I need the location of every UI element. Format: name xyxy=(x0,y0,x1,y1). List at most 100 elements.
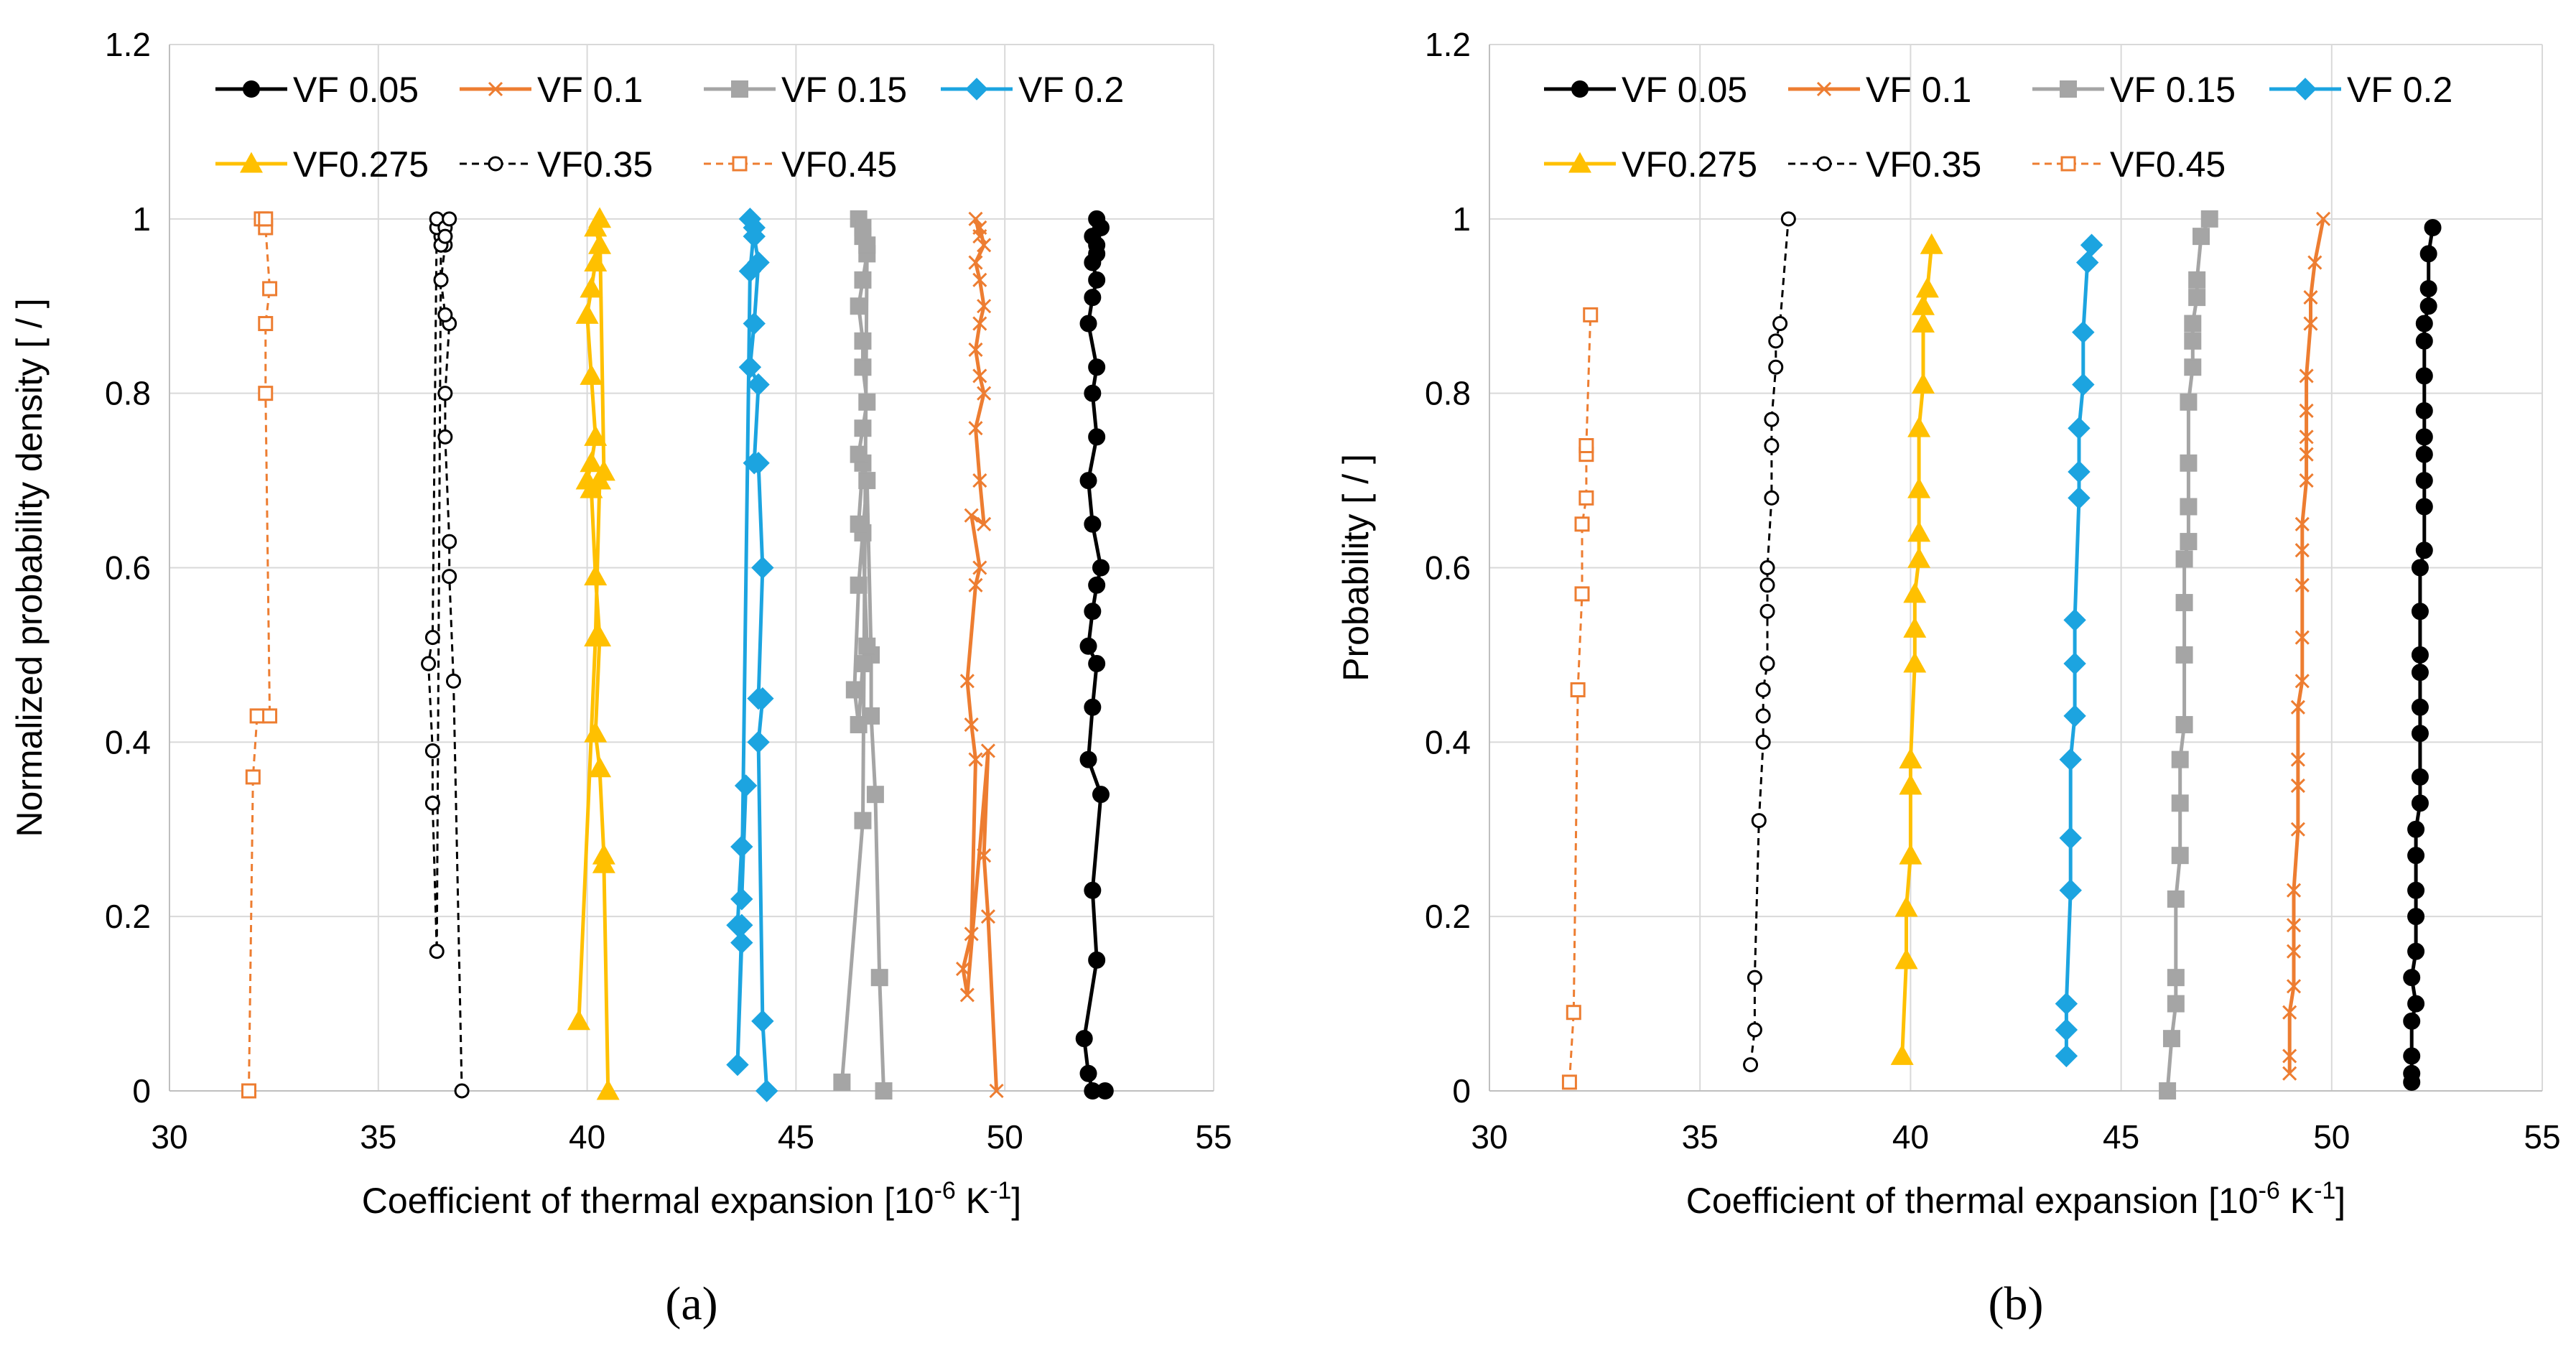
series-vf0-35 xyxy=(1743,211,1796,1073)
x-axis-title-part: ] xyxy=(1011,1181,1021,1221)
data-point xyxy=(1079,472,1097,490)
data-point xyxy=(437,228,453,244)
legend-marker xyxy=(2060,156,2076,172)
data-point xyxy=(1084,515,1102,533)
x-tick-label: 35 xyxy=(360,1118,396,1156)
data-point xyxy=(738,355,762,378)
data-point xyxy=(1075,1030,1093,1048)
data-point xyxy=(1764,438,1780,454)
data-point xyxy=(2290,822,2305,837)
data-point xyxy=(854,655,872,673)
data-point xyxy=(743,216,766,239)
data-point xyxy=(730,835,753,858)
legend-marker xyxy=(2294,78,2317,101)
data-point xyxy=(2294,630,2310,645)
data-point xyxy=(858,393,876,411)
data-point xyxy=(968,342,983,358)
data-point xyxy=(2411,603,2429,620)
data-point xyxy=(2415,428,2433,446)
legend-label: VF0.35 xyxy=(1866,144,1981,185)
data-point xyxy=(2167,969,2185,987)
data-point xyxy=(2419,245,2437,263)
data-point xyxy=(454,1083,470,1099)
legend-marker xyxy=(732,156,748,172)
x-tick-label: 45 xyxy=(778,1118,814,1156)
data-point xyxy=(580,364,603,385)
data-point xyxy=(2055,1018,2078,1041)
data-point xyxy=(575,303,599,324)
data-point xyxy=(858,236,876,254)
legend-entry: VF0.275 xyxy=(215,144,429,185)
data-point xyxy=(2171,750,2189,768)
series-vf0-275 xyxy=(567,207,620,1100)
data-point xyxy=(1903,582,1927,603)
data-point xyxy=(2294,516,2310,531)
data-point xyxy=(833,1073,851,1091)
data-point xyxy=(968,421,983,436)
legend-label: VF 0.2 xyxy=(2347,70,2452,110)
data-point xyxy=(968,752,983,767)
data-point xyxy=(2307,255,2322,270)
data-point xyxy=(1084,384,1102,402)
data-point xyxy=(1907,521,1931,542)
legend-entry: VF0.45 xyxy=(2032,144,2226,185)
data-point xyxy=(972,368,987,384)
data-point xyxy=(870,969,888,987)
data-point xyxy=(1084,698,1102,716)
data-point xyxy=(1747,970,1762,985)
legend-marker xyxy=(1816,81,1832,97)
data-point xyxy=(989,1083,1004,1099)
data-point xyxy=(1084,881,1102,899)
data-point xyxy=(964,926,979,942)
data-point xyxy=(854,419,872,437)
data-point xyxy=(1561,1074,1577,1090)
data-point xyxy=(2411,768,2429,786)
legend-label: VF 0.05 xyxy=(293,70,419,110)
x-axis-title-superscript: -6 xyxy=(934,1177,956,1204)
data-point xyxy=(2286,918,2302,933)
data-point xyxy=(2180,393,2198,411)
series-line xyxy=(735,217,769,1092)
y-tick-label: 0 xyxy=(1452,1072,1471,1110)
data-point xyxy=(424,795,440,811)
data-point xyxy=(2299,403,2314,419)
x-axis-title-superscript: -1 xyxy=(2314,1177,2335,1204)
data-point xyxy=(437,429,453,445)
legend-entry: VF0.35 xyxy=(1788,144,1981,185)
data-point xyxy=(588,233,612,254)
data-point xyxy=(1088,655,1106,673)
data-point xyxy=(1911,294,1935,315)
data-point xyxy=(2171,794,2189,812)
legend-label: VF 0.15 xyxy=(781,70,907,110)
data-point xyxy=(258,211,274,227)
series-line xyxy=(2064,244,2094,1056)
y-tick-label: 0.2 xyxy=(105,898,151,935)
data-point xyxy=(2419,297,2437,315)
data-point xyxy=(2055,992,2078,1015)
data-point xyxy=(751,1010,774,1033)
data-point xyxy=(2075,251,2099,274)
data-point xyxy=(1092,559,1110,577)
data-point xyxy=(977,238,992,253)
data-point xyxy=(1088,358,1106,376)
data-point xyxy=(2072,373,2095,396)
legend-label: VF 0.15 xyxy=(2110,70,2236,110)
data-point xyxy=(2415,445,2433,463)
series-line xyxy=(1900,245,1934,1056)
series-vf-0-15 xyxy=(2159,210,2218,1100)
data-point xyxy=(2167,995,2185,1013)
data-point xyxy=(1743,1057,1759,1073)
data-point xyxy=(747,373,770,396)
data-point xyxy=(2068,486,2091,510)
y-tick-label: 0.8 xyxy=(1425,375,1471,412)
data-point xyxy=(262,281,278,297)
data-point xyxy=(743,312,766,335)
data-point xyxy=(2299,473,2314,488)
data-point xyxy=(588,468,612,490)
data-point xyxy=(1903,651,1927,673)
data-point xyxy=(580,451,603,473)
data-point xyxy=(2303,290,2318,305)
data-point xyxy=(850,445,868,463)
data-point xyxy=(1574,516,1590,532)
data-point xyxy=(977,516,992,531)
